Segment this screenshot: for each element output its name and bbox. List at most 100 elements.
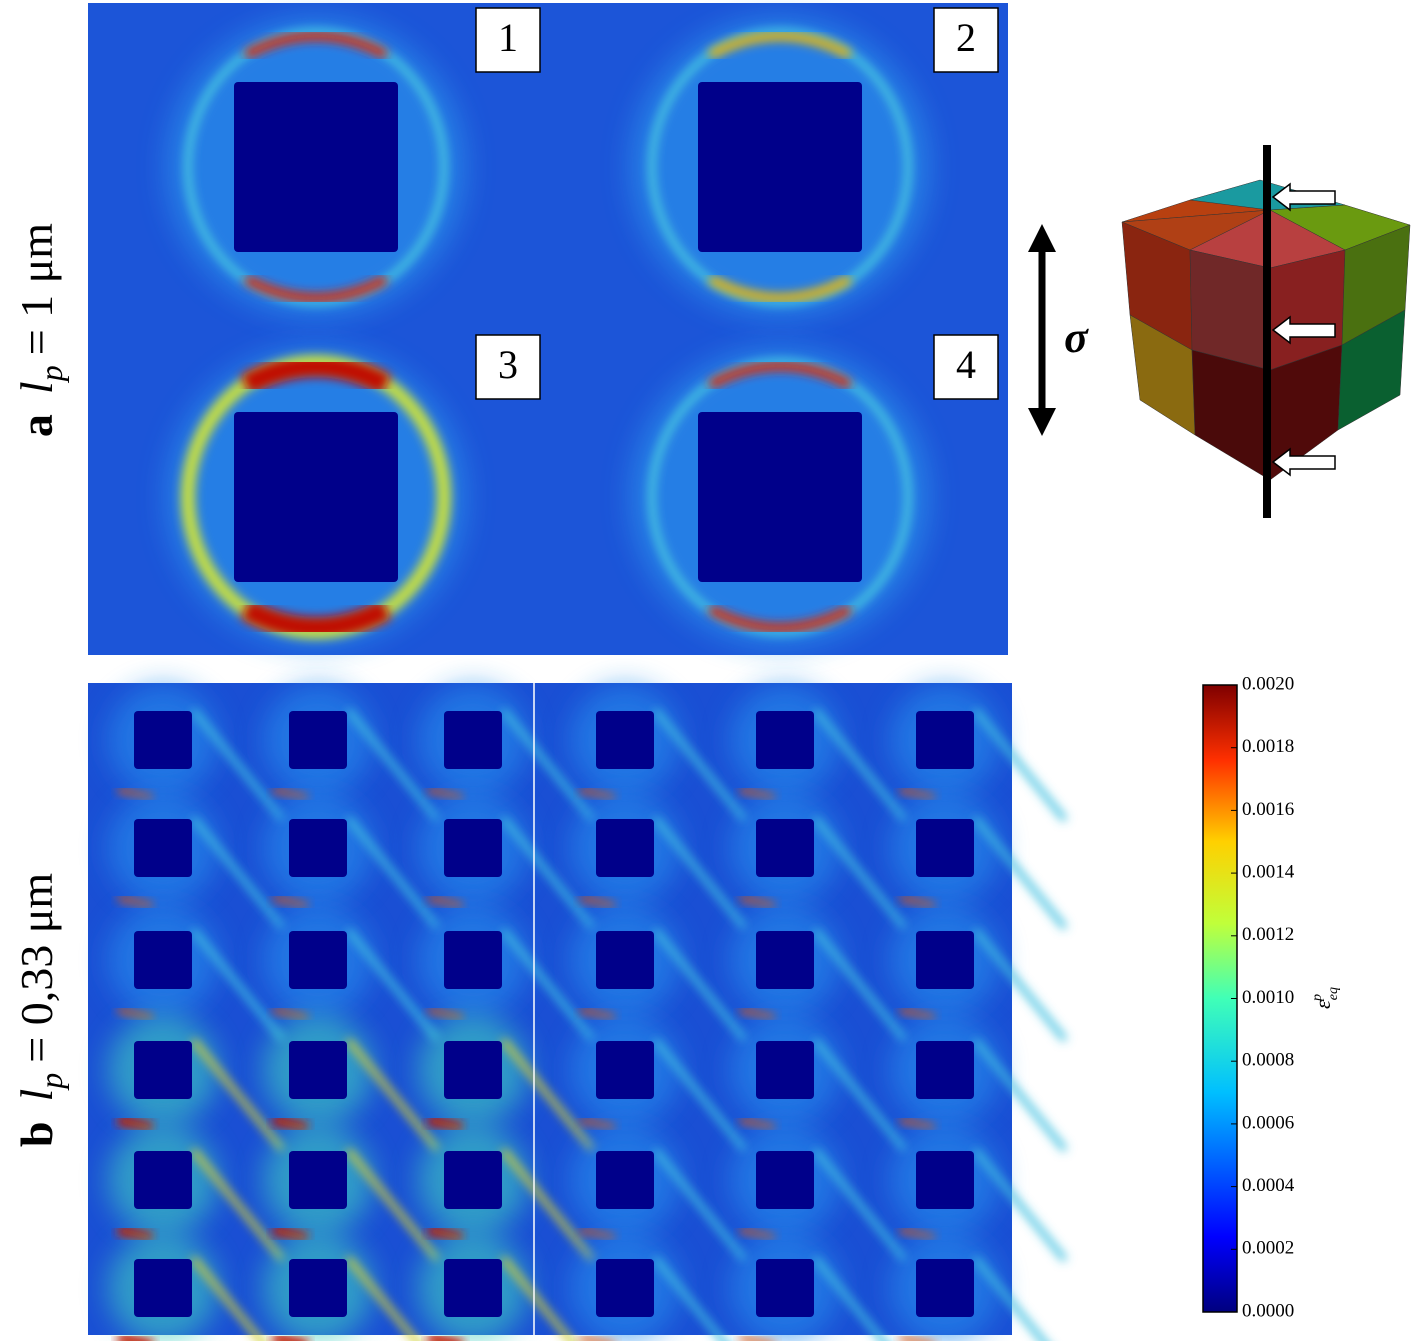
streak (899, 1335, 927, 1341)
inclusion (289, 1151, 347, 1209)
badge-box (475, 7, 541, 73)
band (500, 708, 596, 822)
band (812, 928, 908, 1042)
band (812, 1038, 908, 1152)
inclusion (698, 82, 862, 252)
streak (579, 1117, 616, 1131)
badge: 1 (498, 15, 518, 60)
band (972, 708, 1068, 822)
band (972, 816, 1068, 930)
badge-box (475, 334, 541, 400)
inclusion (756, 931, 814, 989)
panel-a-label: a lp = 1 μm (11, 223, 69, 437)
inclusion (596, 1041, 654, 1099)
band (652, 928, 748, 1042)
hot-arc (240, 355, 392, 395)
band (652, 708, 748, 822)
streak (272, 895, 309, 909)
inclusion (134, 931, 192, 989)
streak (426, 1114, 465, 1134)
band (190, 1038, 286, 1152)
tick-label: 0.0010 (1242, 987, 1294, 1008)
band (190, 708, 286, 822)
symbol: ε (1310, 1000, 1335, 1009)
inclusion (134, 1259, 192, 1317)
streak (427, 895, 464, 909)
colorbar-label: εeqp (1310, 987, 1341, 1009)
sub: eq (1326, 987, 1341, 1000)
inclusion (289, 931, 347, 989)
streak (739, 895, 776, 909)
tick-label: 0.0004 (1242, 1175, 1295, 1196)
band (812, 1148, 908, 1262)
streak (271, 1114, 310, 1134)
value: = 1 μm (11, 223, 62, 356)
sup: p (1310, 994, 1325, 1002)
badge: 3 (498, 342, 518, 387)
band (500, 1148, 596, 1262)
tick-label: 0.0006 (1242, 1112, 1294, 1133)
inclusion (596, 1259, 654, 1317)
inclusion (756, 1151, 814, 1209)
inclusion (596, 819, 654, 877)
tick-label: 0.0016 (1242, 799, 1294, 820)
band (345, 1038, 441, 1152)
load-symbol: σ (1064, 313, 1089, 362)
inclusion (698, 412, 862, 582)
band (190, 1256, 265, 1341)
band (190, 816, 286, 930)
band (190, 928, 286, 1042)
sub: p (33, 365, 69, 383)
inclusion (916, 711, 974, 769)
inclusion (916, 931, 974, 989)
streak (739, 1335, 767, 1341)
streak (272, 1332, 310, 1341)
hot-arc (707, 605, 853, 633)
streak (272, 1007, 309, 1021)
band (812, 708, 908, 822)
streak (116, 1114, 155, 1134)
tick-label: 0.0008 (1242, 1050, 1294, 1071)
hot-arc (243, 275, 389, 303)
inclusion (756, 1041, 814, 1099)
band (652, 816, 748, 930)
streak (427, 1332, 465, 1341)
streak (579, 1335, 607, 1341)
band (345, 1148, 441, 1262)
band (500, 1038, 596, 1152)
band (972, 928, 1068, 1042)
streak (579, 895, 616, 909)
badge: 2 (956, 15, 976, 60)
band (345, 928, 441, 1042)
band (652, 1256, 727, 1341)
tick-label: 0.0020 (1242, 673, 1294, 694)
inclusion (756, 819, 814, 877)
streak (899, 895, 936, 909)
inclusion (444, 711, 502, 769)
inclusion (596, 711, 654, 769)
inclusion (134, 1041, 192, 1099)
hot-arc (243, 31, 389, 59)
inclusion (134, 711, 192, 769)
band (972, 1038, 1068, 1152)
inclusion (916, 1259, 974, 1317)
streak (899, 1117, 936, 1131)
panel-a-field (88, 3, 1008, 655)
tick-label: 0.0014 (1242, 861, 1295, 882)
var: l (11, 381, 62, 394)
badge-box (933, 334, 999, 400)
streak (739, 1117, 776, 1131)
panel-b-label: b lp = 0,33 μm (11, 873, 69, 1147)
hot-arc (240, 599, 392, 639)
band (812, 816, 908, 930)
streak (899, 1007, 936, 1021)
inclusion (234, 412, 398, 582)
sub: p (33, 1073, 69, 1091)
band (190, 1148, 286, 1262)
inclusion (444, 931, 502, 989)
tick-label: 0.0012 (1242, 924, 1294, 945)
band (652, 1038, 748, 1152)
inclusion (289, 711, 347, 769)
inclusion (134, 1151, 192, 1209)
